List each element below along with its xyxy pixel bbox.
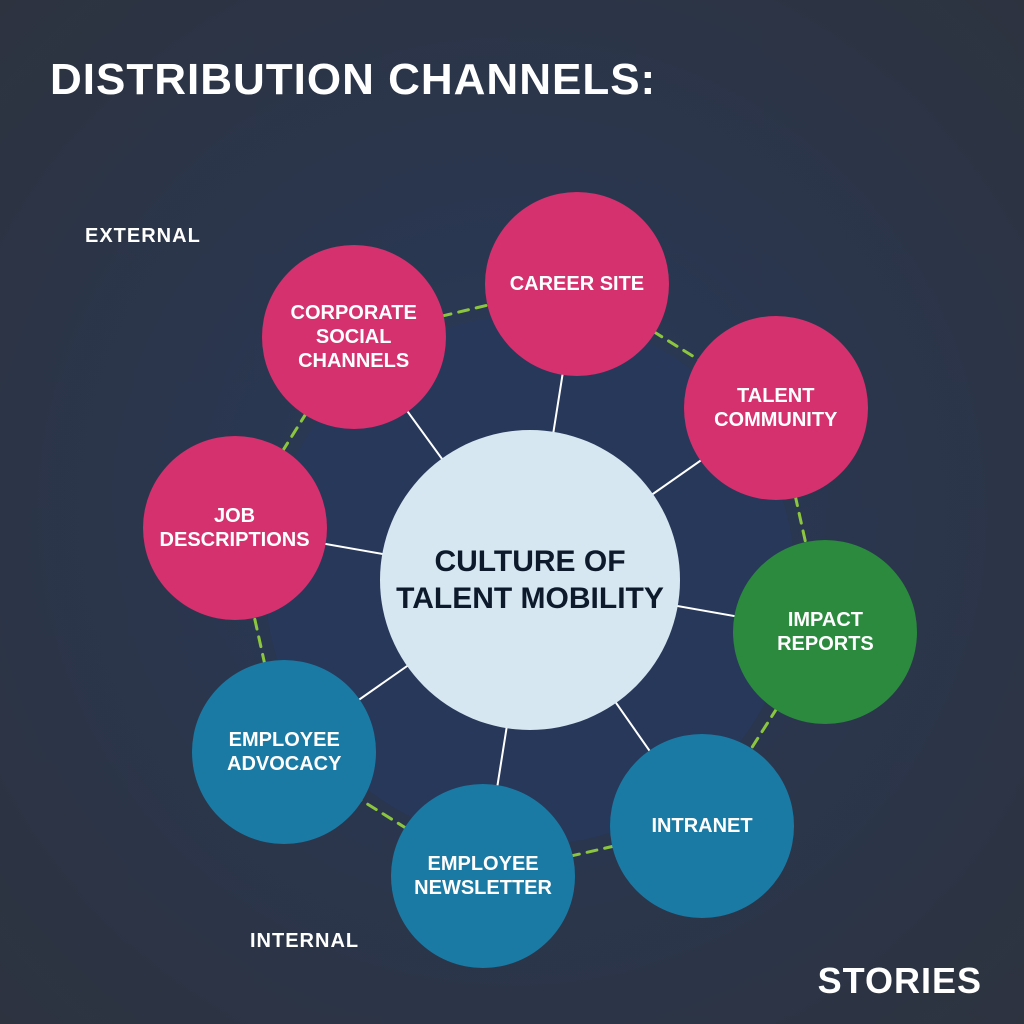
channel-node: EMPLOYEE NEWSLETTER xyxy=(391,784,575,968)
brand-logo: STORIES xyxy=(818,960,982,1002)
channel-node-label: JOB DESCRIPTIONS xyxy=(153,504,317,552)
channel-node-label: TALENT COMMUNITY xyxy=(694,384,858,432)
channel-node: TALENT COMMUNITY xyxy=(684,316,868,500)
channel-node-label: CAREER SITE xyxy=(510,272,644,296)
channel-node: JOB DESCRIPTIONS xyxy=(143,436,327,620)
distribution-diagram: CAREER SITE TALENT COMMUNITY IMPACT REPORT… xyxy=(0,0,1024,1024)
channel-node-label: IMPACT REPORTS xyxy=(743,608,907,656)
channel-node: IMPACT REPORTS xyxy=(733,540,917,724)
channel-node: EMPLOYEE ADVOCACY xyxy=(192,660,376,844)
channel-node: INTRANET xyxy=(610,734,794,918)
channel-node: CORPORATE SOCIAL CHANNELS xyxy=(262,245,446,429)
center-node: CULTURE OF TALENT MOBILITY xyxy=(380,430,680,730)
channel-node: CAREER SITE xyxy=(485,192,669,376)
channel-node-label: INTRANET xyxy=(652,814,753,838)
channel-node-label: CORPORATE SOCIAL CHANNELS xyxy=(272,301,436,373)
channel-node-label: EMPLOYEE NEWSLETTER xyxy=(401,852,565,900)
center-node-label: CULTURE OF TALENT MOBILITY xyxy=(380,543,680,618)
channel-node-label: EMPLOYEE ADVOCACY xyxy=(202,728,366,776)
